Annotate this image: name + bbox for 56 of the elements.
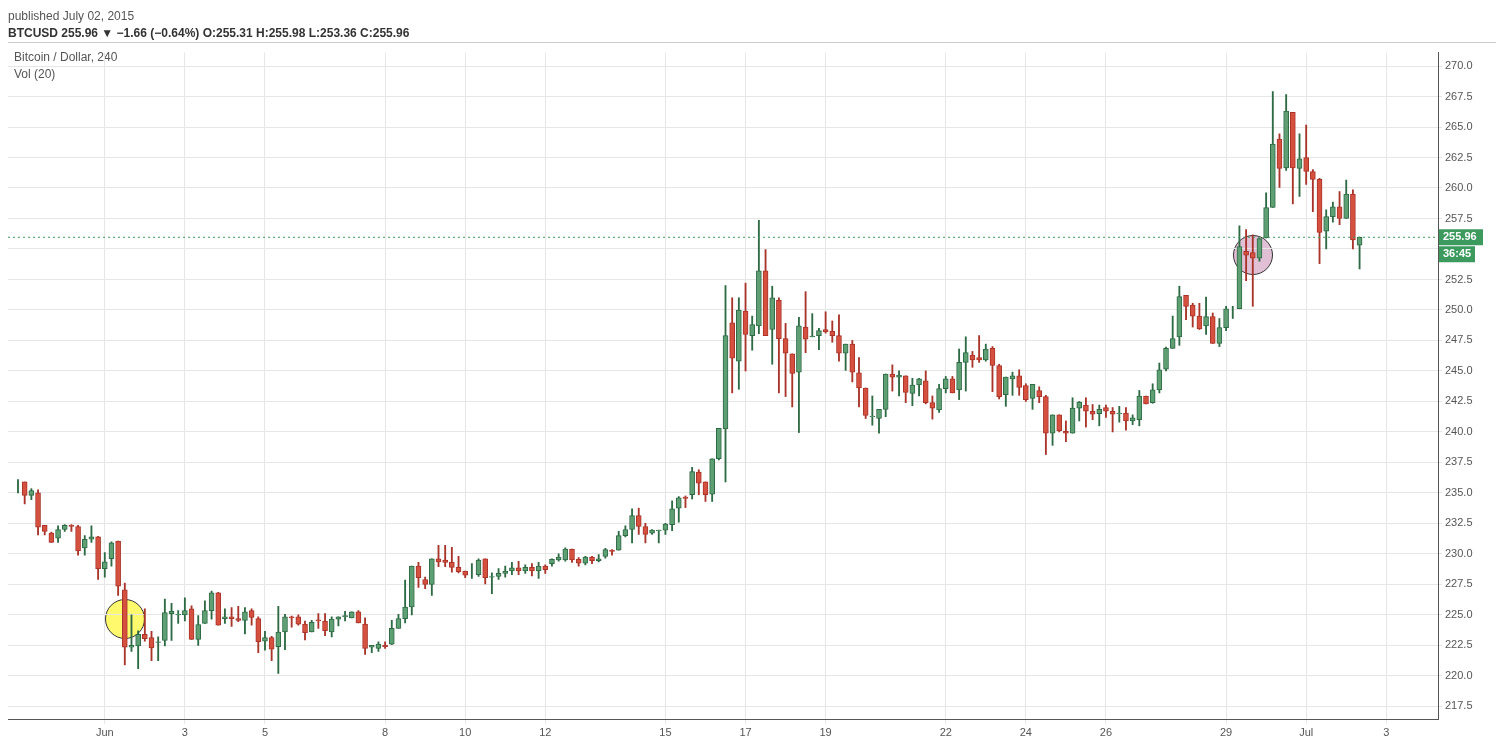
x-tick-label: 29 [1219, 726, 1233, 739]
y-tick-label: 222.5 [1445, 638, 1473, 651]
x-tick-label: 10 [459, 726, 472, 739]
y-tick-label: 270.0 [1445, 59, 1473, 72]
x-tick-label: 15 [659, 726, 672, 739]
candlestick [809, 313, 816, 338]
y-tick-label: 257.5 [1445, 211, 1473, 224]
candlestick [1116, 406, 1123, 423]
x-tick-label: Jun [95, 726, 114, 739]
text: published July 02, 2015 [8, 9, 135, 23]
x-tick-label: 17 [739, 726, 752, 739]
candlestick [655, 529, 662, 544]
candlestick [315, 613, 322, 629]
ref-line-label: 255.96 [1443, 230, 1477, 243]
x-tick-label: 3 [1383, 726, 1390, 739]
candlestick [442, 545, 449, 568]
candlestick [142, 608, 148, 642]
y-tick-label: 265.0 [1445, 120, 1473, 133]
x-tick-label: Jul [1299, 726, 1314, 739]
candlestick [1243, 229, 1249, 282]
candlestick [1063, 420, 1069, 443]
candlestick [222, 608, 228, 624]
y-tick-label: 267.5 [1445, 89, 1473, 102]
x-tick-label: 22 [939, 726, 952, 739]
chart-title: Bitcoin / Dollar, 240 [14, 49, 118, 66]
candlestick [869, 395, 876, 426]
y-tick-label: 217.5 [1445, 699, 1473, 712]
text: 36:45 [1443, 247, 1472, 260]
x-tick-label: 3 [181, 726, 188, 739]
candlestick [1249, 234, 1256, 307]
y-tick-label: 225.0 [1445, 607, 1473, 620]
x-tick-label: 5 [261, 726, 269, 739]
x-tick-label: 12 [539, 726, 552, 739]
chart-subtitle: BTCUSD 255.96 ▼ −1.66 (−0.64%) O:255.31 H:255.98 L:253.36 C:255.96 [8, 25, 411, 42]
y-tick-label: 250.0 [1445, 303, 1473, 315]
y-tick-label: 262.5 [1445, 150, 1473, 163]
y-tick-label: 220.0 [1445, 668, 1473, 681]
candlestick [175, 610, 182, 624]
x-tick-label: 24 [1019, 726, 1032, 739]
y-tick-label: 242.5 [1445, 394, 1473, 407]
candlestick [228, 607, 235, 627]
y-tick-label: 230.0 [1445, 546, 1473, 559]
x-tick-label: 19 [819, 726, 832, 739]
x-tick-label: 8 [382, 726, 389, 739]
annotation: Vol (20) [14, 66, 57, 83]
y-tick-label: 232.5 [1445, 516, 1473, 529]
y-tick-label: 260.0 [1445, 181, 1473, 194]
y-tick-label: 252.5 [1445, 272, 1473, 285]
y-tick-label: 247.5 [1445, 333, 1473, 346]
y-tick-label: 227.5 [1445, 577, 1473, 590]
y-tick-label: 237.5 [1445, 455, 1473, 468]
y-tick-label: 245.0 [1445, 363, 1473, 376]
y-tick-label: 235.0 [1445, 485, 1473, 498]
y-tick-label: 240.0 [1445, 424, 1473, 437]
x-tick-label: 26 [1099, 726, 1113, 739]
candlestick [976, 335, 982, 363]
